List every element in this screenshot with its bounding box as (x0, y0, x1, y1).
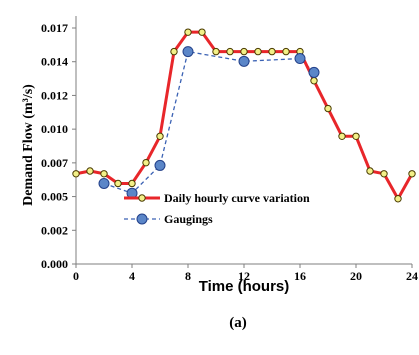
series-layer (72, 28, 416, 203)
point-daily (170, 47, 178, 56)
y-tick-label: 0.002 (41, 223, 68, 237)
point-daily (142, 158, 150, 167)
point-gaugings (182, 46, 194, 58)
x-tick-label: 12 (238, 269, 250, 283)
point-daily (86, 167, 94, 175)
point-daily (198, 28, 206, 36)
point-gaugings (294, 53, 306, 65)
legend-entry-gaugings: Gaugings (124, 212, 213, 226)
point-gaugings (98, 177, 110, 189)
point-daily (310, 77, 318, 85)
x-tick-label: 20 (350, 269, 362, 283)
point-daily (282, 47, 290, 56)
point-daily (212, 47, 220, 56)
point-daily (114, 179, 122, 188)
x-axis-ticks: 0 4 8 12 16 20 24 (73, 264, 418, 283)
point-daily (100, 170, 108, 178)
point-daily (408, 170, 416, 178)
point-daily (226, 47, 234, 56)
series-line-gaugings (103, 50, 315, 194)
point-daily (128, 179, 136, 188)
point-daily (352, 132, 360, 140)
y-axis-ticks: 0.000 0.002 0.005 0.007 0.010 0.012 0.014 0.017 (41, 21, 76, 271)
point-daily (254, 47, 262, 56)
point-daily (338, 132, 346, 140)
y-tick-label: 0.014 (41, 55, 68, 69)
figure-caption: (a) (229, 315, 247, 331)
y-tick-label: 0.017 (41, 21, 68, 35)
point-daily (366, 167, 374, 175)
legend: Daily hourly curve variation Gaugings (124, 191, 310, 226)
legend-label-daily: Daily hourly curve variation (164, 191, 310, 205)
legend-label-gaugings: Gaugings (164, 212, 213, 226)
x-tick-label: 8 (185, 269, 191, 283)
y-tick-label: 0.012 (41, 88, 68, 102)
legend-entry-daily: Daily hourly curve variation (124, 191, 310, 205)
point-daily (324, 104, 332, 113)
point-gaugings (308, 66, 320, 78)
y-tick-label: 0.005 (41, 190, 68, 204)
point-gaugings (238, 55, 250, 67)
legend-marker-gaugings (136, 213, 148, 225)
point-daily (394, 195, 402, 203)
point-daily (240, 47, 248, 56)
x-axis-label: Time (hours) (199, 278, 290, 295)
x-tick-label: 24 (406, 269, 418, 283)
point-daily (184, 28, 192, 36)
point-gaugings (154, 159, 166, 171)
legend-marker-daily (138, 194, 146, 202)
x-tick-label: 0 (73, 269, 79, 283)
point-daily (156, 132, 164, 140)
point-daily (268, 47, 276, 56)
y-axis-label: Demand Flow (m³/s) (21, 84, 36, 206)
y-tick-label: 0.000 (41, 257, 68, 271)
point-daily (380, 170, 388, 178)
point-daily (72, 170, 80, 178)
y-tick-label: 0.010 (41, 122, 68, 136)
x-tick-label: 16 (294, 269, 306, 283)
y-tick-label: 0.007 (41, 156, 68, 170)
x-tick-label: 4 (129, 269, 135, 283)
